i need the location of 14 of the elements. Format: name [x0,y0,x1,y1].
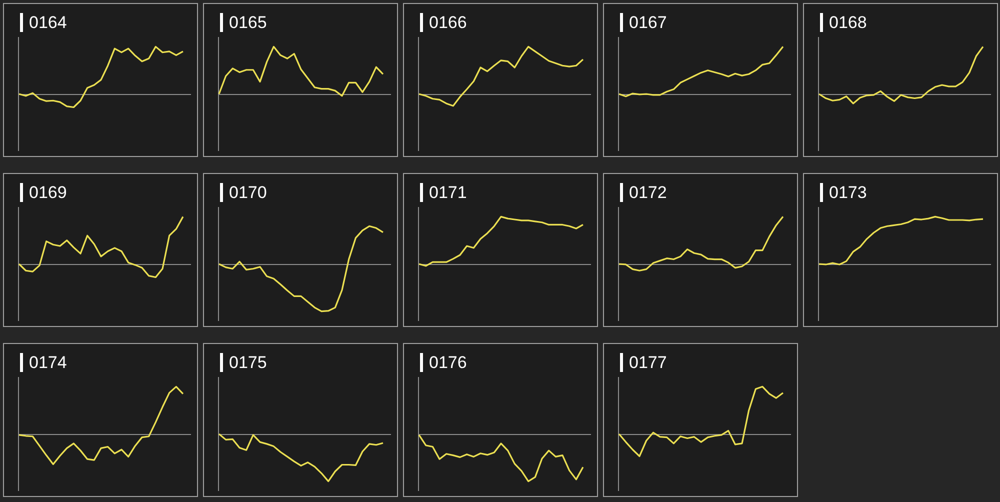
chart-title: 0169 [20,183,67,202]
chart-title: 0167 [620,13,667,32]
chart-title: 0168 [820,13,867,32]
chart-title: 0165 [220,13,267,32]
chart-title: 0164 [20,13,67,32]
chart-title: 0173 [820,183,867,202]
chart-title: 0171 [420,183,467,202]
chart-title: 0176 [420,353,467,372]
chart-title: 0166 [420,13,467,32]
chart-title: 0175 [220,353,267,372]
chart-title: 0170 [220,183,267,202]
chart-title: 0174 [20,353,67,372]
chart-title: 0177 [620,353,667,372]
chart-title: 0172 [620,183,667,202]
